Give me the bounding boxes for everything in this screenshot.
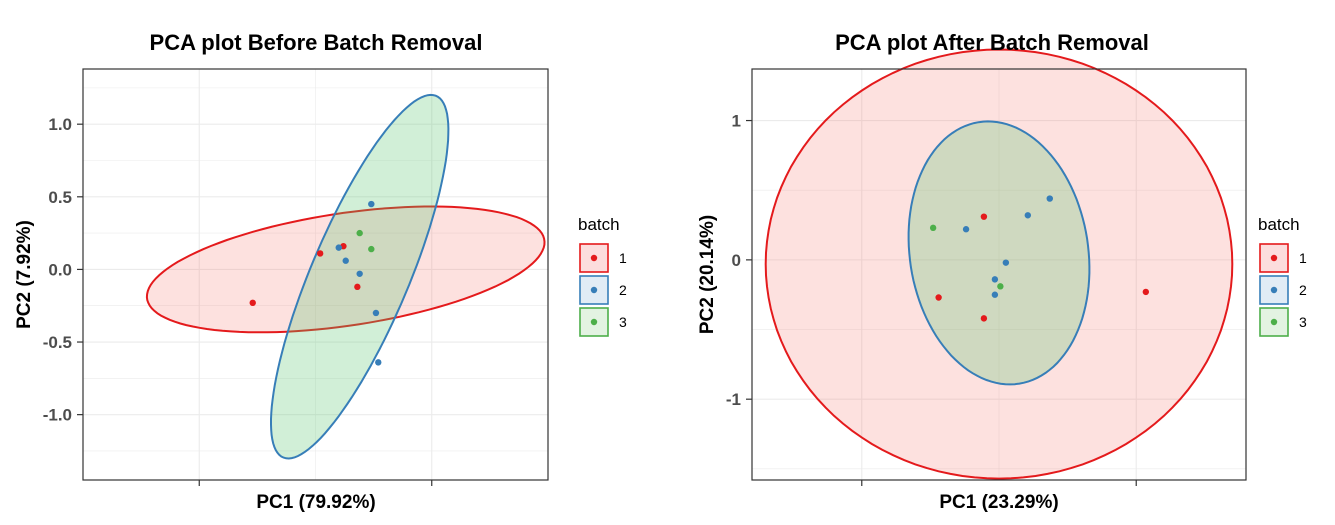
data-point-batch-2 xyxy=(991,276,999,283)
y-tick-label: 0 xyxy=(732,251,741,270)
confidence-ellipse-batch-2 xyxy=(907,120,1091,386)
confidence-ellipse-batch-1 xyxy=(764,48,1234,480)
data-point-batch-2 xyxy=(962,226,970,233)
y-tick-label: 0.5 xyxy=(48,188,72,207)
plot-border xyxy=(751,68,1247,481)
y-axis-title: PC2 (7.92%) xyxy=(14,220,35,329)
legend-key-batch-2 xyxy=(1259,275,1289,305)
pca-after-chart: -1 0 1 PCA plot After Batch Removal PC1 (23.… xyxy=(697,30,1307,513)
chart-title: PCA plot After Batch Removal xyxy=(835,30,1149,55)
data-point-batch-1 xyxy=(980,315,988,322)
legend-label-batch-3: 3 xyxy=(619,314,627,330)
data-point-batch-2 xyxy=(1024,212,1032,219)
legend-title: batch xyxy=(1258,215,1300,234)
data-point-batch-3 xyxy=(929,224,937,232)
x-axis-title: PC1 (79.92%) xyxy=(256,492,375,513)
legend-marker-batch-2 xyxy=(1270,286,1278,294)
x-axis-title: PC1 (23.29%) xyxy=(939,492,1058,513)
legend-label-batch-2: 2 xyxy=(619,282,627,298)
data-point-batch-2 xyxy=(375,359,382,366)
data-point-batch-2 xyxy=(372,309,380,317)
data-point-batch-1 xyxy=(354,283,361,291)
legend-label-batch-1: 1 xyxy=(619,250,627,266)
y-axis-title: PC2 (20.14%) xyxy=(697,215,718,334)
legend-marker-batch-2 xyxy=(590,286,598,294)
y-tick-label: 0.0 xyxy=(48,260,72,279)
legend-label-batch-1: 1 xyxy=(1299,250,1307,266)
pca-after-panel: -1 0 1 PCA plot After Batch Removal PC1 (23.… xyxy=(680,0,1335,520)
legend-marker-batch-1 xyxy=(590,254,598,262)
pca-before-chart: -1.0 -0.5 0.0 0.5 1.0 PCA plot Before Batch R… xyxy=(14,30,627,513)
y-tick-label: -1.0 xyxy=(43,406,72,425)
legend-label-batch-3: 3 xyxy=(1299,314,1307,330)
legend-marker-batch-3 xyxy=(1270,318,1278,326)
legend-marker-batch-1 xyxy=(1270,254,1278,262)
data-point-batch-2 xyxy=(1046,195,1053,202)
y-tick-label: 1.0 xyxy=(48,115,72,134)
plot-border xyxy=(82,68,549,481)
data-point-batch-3 xyxy=(356,229,363,237)
y-tick-label: 1 xyxy=(732,112,741,131)
y-tick-label: -1 xyxy=(726,390,741,409)
confidence-ellipse-batch-1 xyxy=(145,205,546,334)
data-point-batch-2 xyxy=(1002,259,1010,266)
data-point-batch-1 xyxy=(935,294,942,301)
data-point-batch-2 xyxy=(335,244,342,251)
data-point-batch-3 xyxy=(997,283,1004,290)
data-point-batch-3 xyxy=(368,245,375,253)
data-point-batch-2 xyxy=(356,270,363,277)
data-point-batch-1 xyxy=(316,250,324,257)
y-tick-label: -0.5 xyxy=(43,333,72,352)
data-point-batch-1 xyxy=(980,213,988,220)
data-point-batch-2 xyxy=(368,200,375,208)
legend-title: batch xyxy=(578,215,620,234)
pca-before-panel: -1.0 -0.5 0.0 0.5 1.0 PCA plot Before Batch R… xyxy=(0,0,665,520)
legend-marker-batch-3 xyxy=(590,318,598,326)
data-point-batch-2 xyxy=(991,291,999,298)
data-point-batch-1 xyxy=(249,299,256,307)
legend-label-batch-2: 2 xyxy=(1299,282,1307,298)
data-point-batch-2 xyxy=(342,257,349,264)
chart-title: PCA plot Before Batch Removal xyxy=(150,30,483,55)
data-point-batch-1 xyxy=(1142,288,1150,296)
